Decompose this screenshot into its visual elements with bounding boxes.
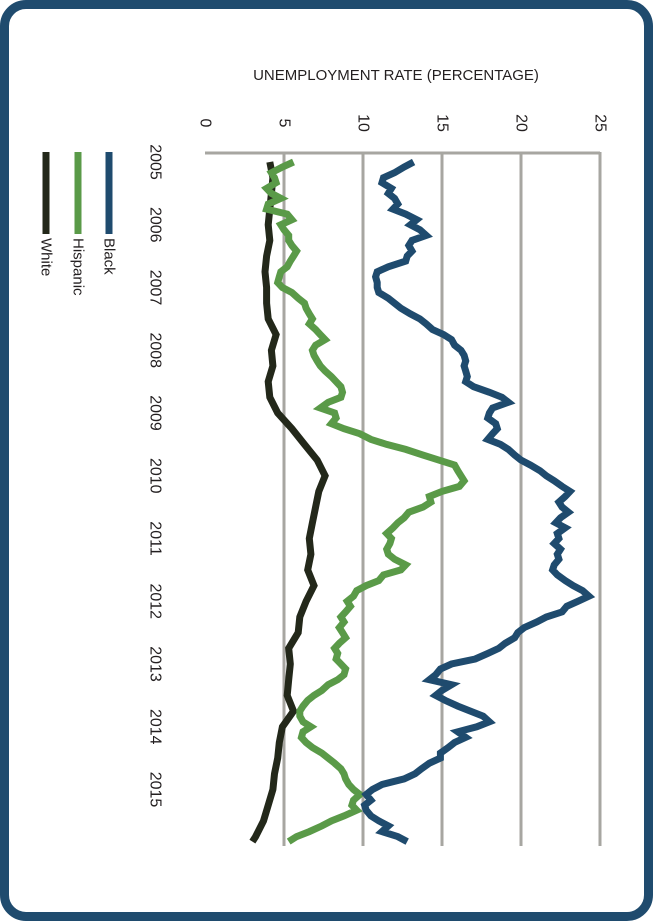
y-tick-label: 5 bbox=[276, 119, 293, 128]
series-line-hispanic bbox=[261, 158, 469, 845]
legend-label-black: Black bbox=[101, 238, 118, 275]
y-tick-label: 0 bbox=[197, 119, 214, 128]
y-tick-labels: 0 5 10 15 20 25 bbox=[197, 114, 609, 132]
x-tick-label: 2011 bbox=[147, 521, 164, 556]
x-tick-label: 2013 bbox=[147, 646, 164, 682]
legend: Black Hispanic White bbox=[38, 152, 118, 296]
x-tick-labels: 2005 2006 2007 2008 2009 2010 2011 2012 2013 2014… bbox=[147, 144, 164, 807]
series-line-black bbox=[360, 158, 596, 845]
y-tick-label: 25 bbox=[592, 114, 609, 132]
x-tick-label: 2008 bbox=[147, 332, 164, 368]
legend-label-white: White bbox=[38, 238, 55, 276]
y-tick-label: 15 bbox=[434, 114, 451, 132]
series-line-white bbox=[249, 161, 329, 844]
y-tick-label: 10 bbox=[355, 114, 372, 132]
y-axis-title: UNEMPLOYMENT RATE (PERCENTAGE) bbox=[253, 67, 539, 84]
y-tick-label: 20 bbox=[513, 114, 530, 132]
x-tick-label: 2015 bbox=[147, 772, 164, 808]
x-tick-label: 2012 bbox=[147, 583, 164, 619]
x-tick-label: 2006 bbox=[147, 207, 164, 243]
x-tick-label: 2007 bbox=[147, 270, 164, 306]
x-tick-label: 2005 bbox=[147, 144, 164, 180]
x-tick-label: 2010 bbox=[147, 458, 164, 494]
legend-label-hispanic: Hispanic bbox=[70, 238, 87, 296]
x-tick-label: 2014 bbox=[147, 709, 164, 745]
x-tick-label: 2009 bbox=[147, 395, 164, 431]
series-lines bbox=[249, 158, 596, 845]
